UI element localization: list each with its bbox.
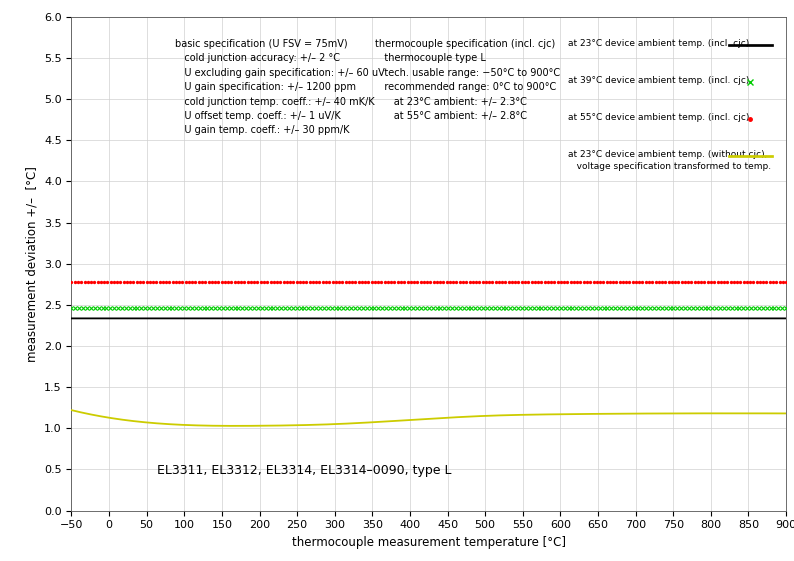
X-axis label: thermocouple measurement temperature [°C]: thermocouple measurement temperature [°C…: [291, 536, 566, 549]
Text: at 23°C device ambient temp. (incl. cjc): at 23°C device ambient temp. (incl. cjc): [568, 39, 750, 48]
Text: at 39°C device ambient temp. (incl. cjc): at 39°C device ambient temp. (incl. cjc): [568, 76, 750, 85]
Text: at 23°C device ambient temp. (without cjc),
   voltage specification transformed: at 23°C device ambient temp. (without cj…: [568, 150, 771, 171]
Text: thermocouple specification (incl. cjc)
   thermocouple type L
   tech. usable ra: thermocouple specification (incl. cjc) t…: [375, 39, 561, 121]
Y-axis label: measurement deviation +/–  [°C]: measurement deviation +/– [°C]: [25, 165, 38, 362]
Text: EL3311, EL3312, EL3314, EL3314–0090, type L: EL3311, EL3312, EL3314, EL3314–0090, typ…: [157, 464, 452, 477]
Text: basic specification (U FSV = 75mV)
   cold junction accuracy: +/– 2 °C
   U excl: basic specification (U FSV = 75mV) cold …: [175, 39, 385, 135]
Text: at 55°C device ambient temp. (incl. cjc): at 55°C device ambient temp. (incl. cjc): [568, 113, 750, 122]
